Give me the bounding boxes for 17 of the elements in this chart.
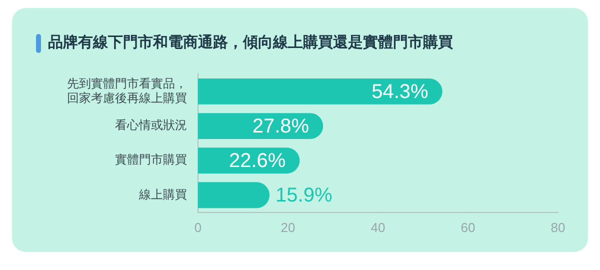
x-tick-label: 20: [280, 220, 296, 235]
y-tick-label: 實體門市購買: [115, 152, 187, 167]
x-tick-label: 60: [460, 220, 476, 235]
data-label: 27.8%: [252, 116, 310, 138]
bar: [198, 113, 324, 139]
bar: [198, 182, 270, 208]
y-tick-label: 先到實體門市看實品，回家考慮後再線上購買: [67, 76, 187, 105]
data-label: 54.3%: [372, 80, 429, 103]
data-label: 15.9%: [276, 184, 332, 207]
x-tick-label: 80: [550, 220, 566, 235]
x-tick-label: 40: [370, 220, 386, 235]
y-tick-label: 線上購買: [138, 187, 187, 202]
y-tick-label: 看心情或狀況: [115, 118, 187, 132]
bar: [198, 78, 442, 104]
chart-title: 品牌有線下門市和電商通路，傾向線上購買還是實體門市購買: [48, 33, 453, 52]
x-tick-label: 0: [194, 220, 202, 235]
data-label: 22.6%: [228, 150, 286, 172]
